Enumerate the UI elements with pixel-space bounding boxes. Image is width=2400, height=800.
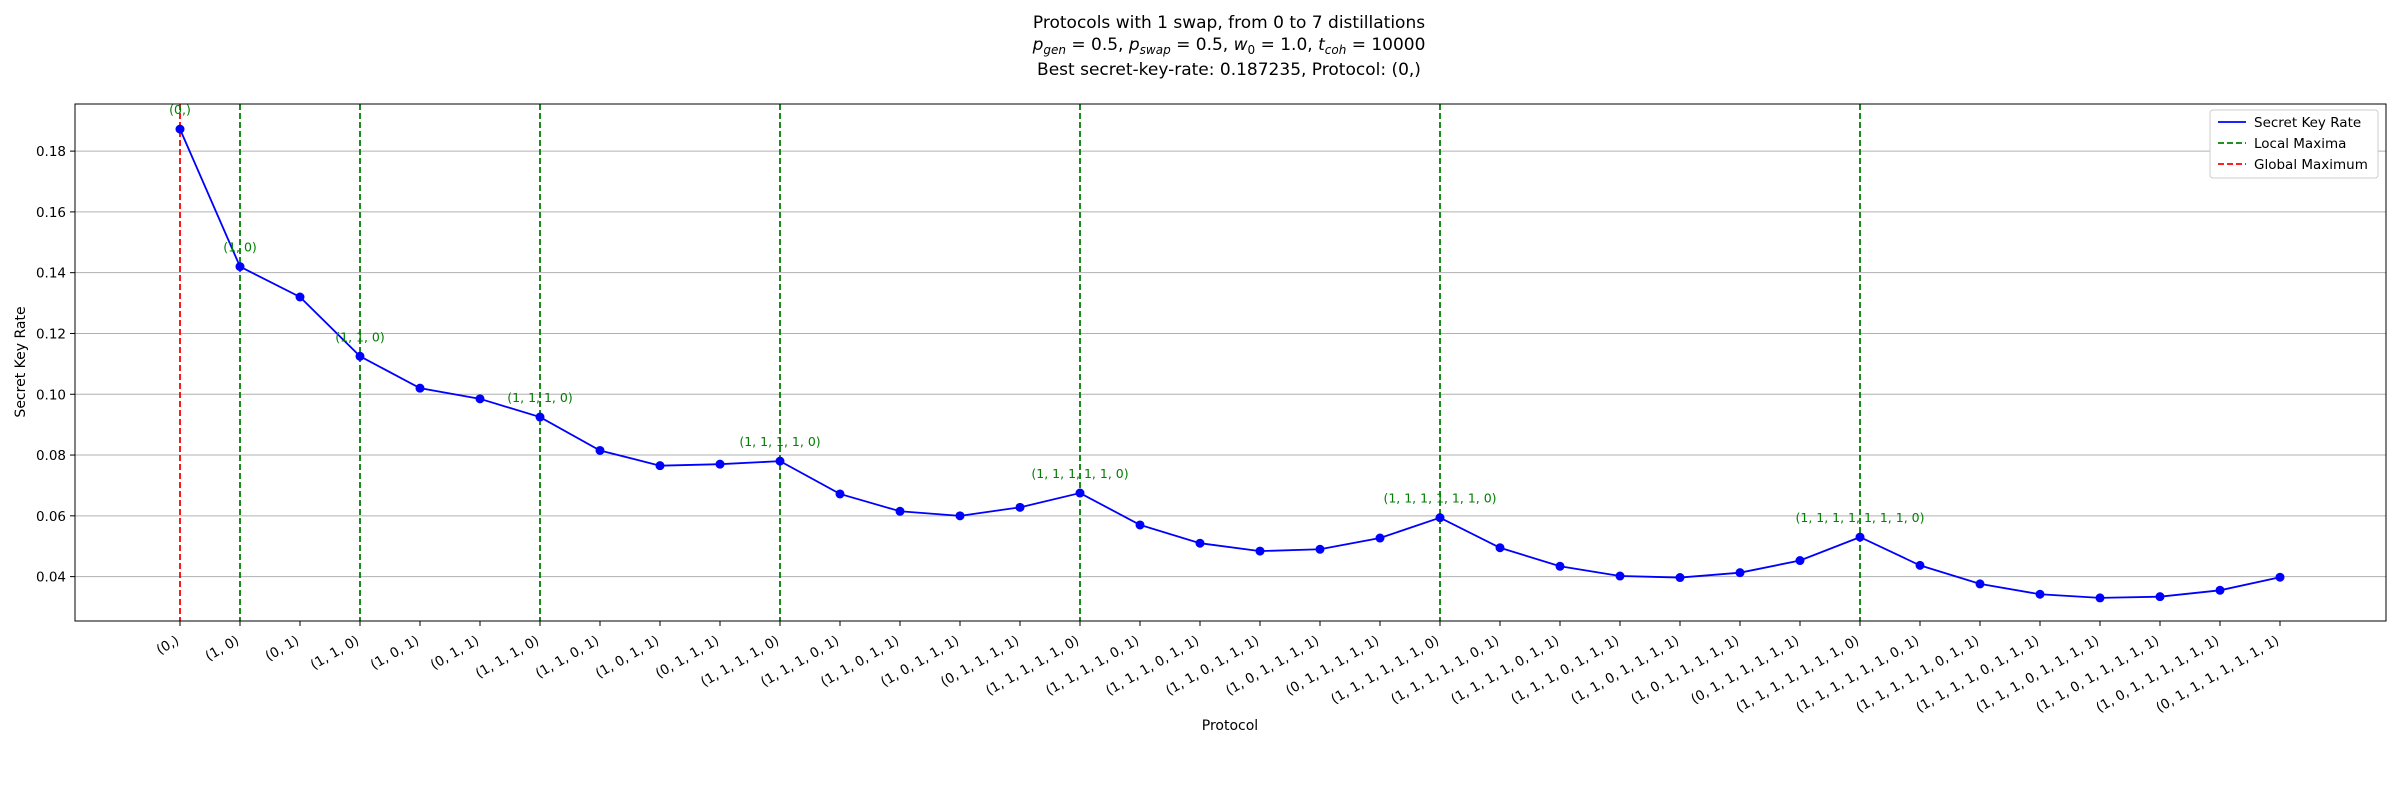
data-point-27 [1795,556,1805,566]
series-line [179,128,2281,599]
data-point-0 [175,124,185,134]
plot-frame [74,103,2387,622]
chart-subtitle-best: Best secret-key-rate: 0.187235, Protocol… [1037,60,1421,80]
data-point-33 [2155,592,2165,602]
series-secret-key-rate [175,124,2285,603]
y-tick-label-6: 0.16 [36,205,66,221]
y-tick-label-1: 0.06 [36,509,66,525]
legend-label-global-maximum: Global Maximum [2254,157,2368,173]
data-point-3 [355,351,365,361]
chart-subtitle-parameters: pgen = 0.5, pswap = 0.5, w0 = 1.0, tcoh … [1032,35,1426,57]
data-point-34 [2215,585,2225,595]
data-point-26 [1735,568,1745,578]
legend-label-secret-key-rate: Secret Key Rate [2254,115,2361,131]
data-point-31 [2035,589,2045,599]
data-point-11 [835,489,845,499]
data-point-7 [595,445,605,455]
data-point-18 [1255,546,1265,556]
y-axis: 0.04 0.06 0.08 0.10 0.12 0.14 0.16 0.18 [36,144,75,586]
annotation-28: (1, 1, 1, 1, 1, 1, 1, 0) [1795,510,1924,525]
data-point-17 [1195,538,1205,548]
data-point-35 [2275,572,2285,582]
y-tick-label-5: 0.14 [36,266,66,282]
legend-label-local-maxima: Local Maxima [2254,136,2346,152]
y-tick-label-7: 0.18 [36,144,66,160]
annotation-15: (1, 1, 1, 1, 1, 0) [1031,466,1128,481]
data-point-20 [1375,533,1385,543]
data-point-9 [715,459,725,469]
legend: Secret Key Rate Local Maxima Global Maxi… [2209,109,2379,179]
gridlines [75,150,2386,578]
maxima-lines [179,104,1861,621]
data-point-16 [1135,520,1145,530]
y-tick-label-4: 0.12 [36,326,66,342]
data-point-29 [1915,560,1925,570]
data-point-32 [2095,593,2105,603]
data-point-19 [1315,544,1325,554]
data-point-30 [1975,579,1985,589]
data-point-6 [535,412,545,422]
y-axis-label: Secret Key Rate [13,306,29,417]
data-point-1 [235,262,245,272]
data-point-2 [295,292,305,302]
annotation-21: (1, 1, 1, 1, 1, 1, 0) [1383,491,1496,506]
data-point-22 [1495,543,1505,553]
annotation-6: (1, 1, 1, 0) [507,390,572,405]
legend-box [2209,109,2379,179]
annotations: (0,) (1, 0) (1, 1, 0) (1, 1, 1, 0) (1, 1, 1,… [169,102,1924,525]
data-point-25 [1675,573,1685,583]
data-point-28 [1855,532,1865,542]
annotation-0: (0,) [169,102,191,117]
data-point-14 [1015,502,1025,512]
chart-title: Protocols with 1 swap, from 0 to 7 disti… [1033,13,1425,33]
data-point-4 [415,383,425,393]
data-point-13 [955,511,965,521]
annotation-1: (1, 0) [223,240,257,255]
data-point-8 [655,461,665,471]
x-axis-label: Protocol [1202,718,1258,734]
data-point-12 [895,506,905,516]
data-point-23 [1555,561,1565,571]
annotation-10: (1, 1, 1, 1, 0) [739,434,820,449]
y-tick-label-2: 0.08 [36,448,66,464]
data-point-21 [1435,513,1445,523]
data-point-24 [1615,571,1625,581]
y-tick-label-3: 0.10 [36,387,66,403]
data-point-5 [475,394,485,404]
data-point-15 [1075,488,1085,498]
data-point-10 [775,456,785,466]
y-tick-label-0: 0.04 [36,570,66,586]
annotation-3: (1, 1, 0) [335,329,385,344]
